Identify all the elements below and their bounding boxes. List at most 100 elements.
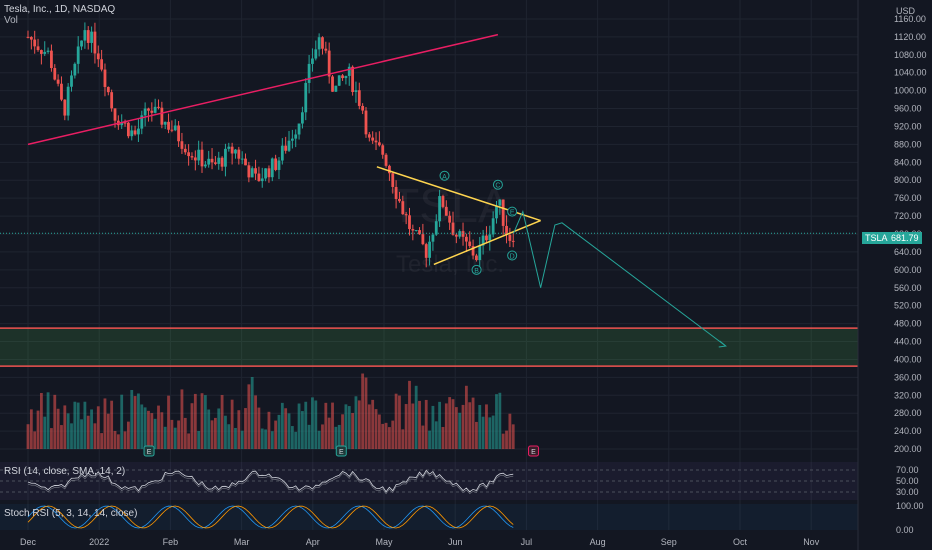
candle-body: [280, 145, 284, 161]
x-tick-label: Feb: [163, 537, 179, 547]
volume-bar: [505, 430, 508, 450]
volume-bar: [133, 396, 137, 450]
volume-bar: [384, 422, 388, 450]
candle-body: [307, 63, 311, 83]
last-price-tag: 681.79: [888, 232, 922, 244]
candle-body: [183, 148, 187, 153]
candle-body: [461, 231, 465, 237]
candle-body: [297, 123, 301, 135]
candle-body: [126, 122, 130, 137]
candle-body: [254, 168, 257, 174]
volume-bar: [428, 430, 431, 450]
candle-body: [130, 130, 134, 137]
symbol-title[interactable]: Tesla, Inc., 1D, NASDAQ: [4, 4, 116, 15]
volume-bar: [491, 415, 495, 450]
rsi-signal: [27, 471, 514, 495]
candle-body: [133, 130, 137, 135]
y-tick-label: 440.00: [894, 337, 922, 347]
rsi-pane: [0, 462, 858, 500]
volume-bar: [414, 385, 418, 450]
wave-label: E: [510, 210, 515, 217]
volume-bar: [351, 412, 355, 450]
volume-bar: [264, 429, 267, 450]
volume-bar: [153, 418, 157, 450]
stoch-d: [27, 505, 514, 529]
candle-body: [96, 53, 100, 60]
candle-body: [331, 76, 334, 92]
candle-body: [250, 168, 254, 178]
volume-bar: [508, 413, 512, 450]
candle-body: [56, 79, 60, 84]
candle-body: [475, 255, 478, 260]
volume-bar: [471, 397, 475, 450]
candle-body: [167, 121, 170, 130]
candle-body: [257, 173, 261, 182]
candle-body: [464, 236, 468, 242]
rsi-label[interactable]: RSI (14, close, SMA, 14, 2): [4, 466, 126, 477]
volume-bar: [314, 400, 318, 450]
candle-body: [237, 149, 241, 159]
candle-body: [421, 234, 425, 245]
volume-bar: [147, 410, 150, 450]
projection-arrow: [718, 340, 727, 348]
volume-bar: [287, 413, 291, 450]
stoch-tick-label: 100.00: [896, 501, 924, 511]
wave-label: A: [442, 174, 447, 181]
candle-body: [123, 122, 127, 124]
volume-label[interactable]: Vol: [4, 15, 18, 26]
y-tick-label: 920.00: [894, 121, 922, 131]
candle-body: [501, 199, 505, 226]
price-axis[interactable]: 1160.00 1120.00 1080.00 1040.00 1000.00 960.0…: [857, 0, 927, 550]
candle-body: [103, 69, 107, 87]
candle-body: [388, 165, 391, 174]
candle-body: [76, 46, 80, 64]
candle-body: [357, 90, 361, 106]
volume-bar: [327, 417, 331, 450]
candle-body: [401, 201, 405, 215]
volume-bar: [183, 417, 187, 450]
volume-bar: [357, 400, 361, 450]
time-axis[interactable]: Dec 2022 Feb Mar Apr May Jun Jul Aug Sep Oct Nov: [20, 537, 820, 547]
y-tick-label: 760.00: [894, 193, 922, 203]
rsi-line: [27, 469, 514, 493]
candle-body: [495, 205, 498, 219]
stoch-rsi-pane: [0, 504, 858, 530]
candle-body: [414, 230, 418, 232]
volume-bar: [250, 377, 254, 450]
candle-body: [264, 168, 267, 179]
candle-body: [217, 157, 221, 164]
volume-bar: [297, 403, 301, 450]
candle-body: [364, 110, 368, 135]
volume-bar: [224, 415, 227, 450]
volume-bar: [274, 420, 278, 450]
candle-body: [324, 48, 328, 51]
volume-bar: [475, 421, 478, 450]
volume-bar: [190, 403, 194, 450]
support-zone-fill: [0, 328, 858, 367]
candle-body: [36, 46, 40, 51]
candle-body: [244, 158, 247, 166]
volume-bar: [110, 400, 114, 450]
candle-body: [180, 141, 184, 149]
volume-bar: [478, 404, 482, 450]
volume-bar: [277, 414, 281, 450]
stoch-rsi-label[interactable]: Stoch RSI (5, 3, 14, 14, close): [4, 508, 138, 519]
candle-body: [33, 39, 37, 47]
y-tick-label: 1120.00: [894, 32, 926, 42]
candle-body: [334, 85, 338, 92]
candle-body: [481, 235, 485, 246]
volume-bar: [441, 426, 445, 450]
candle-body: [491, 218, 495, 235]
volume-bar: [39, 392, 43, 450]
candle-body: [230, 146, 234, 154]
volume-bar: [177, 420, 180, 450]
volume-bar: [488, 417, 492, 450]
x-tick-label: Jun: [448, 537, 463, 547]
y-tick-label: 1160.00: [894, 14, 926, 24]
candle-body: [441, 196, 445, 207]
volume-bar: [371, 399, 375, 450]
candle-body: [478, 245, 482, 260]
candle-body: [210, 158, 214, 163]
volume-bar: [210, 420, 214, 450]
